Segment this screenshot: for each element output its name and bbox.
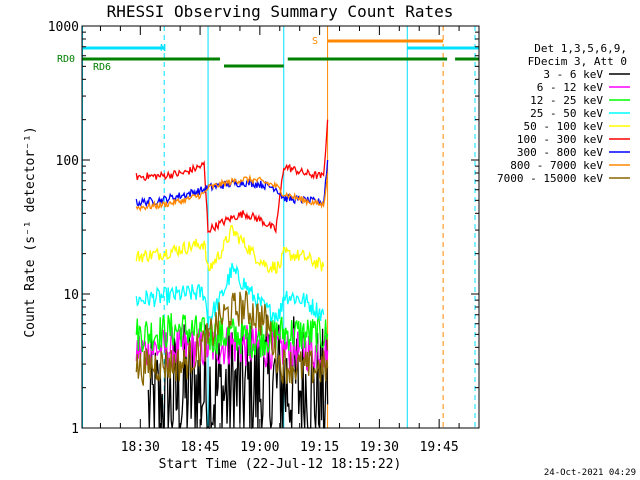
legend: Det 1,3,5,6,9,FDecim 3, Att 03 - 6 keV6 … [497, 42, 630, 185]
y-tick-label-1: 10 [63, 288, 79, 303]
series-line-2 [135, 313, 329, 359]
plot-frame [81, 25, 480, 429]
x-tick-label-4: 19:30 [360, 440, 399, 455]
x-tick-label-0: 18:30 [121, 440, 160, 455]
series-line-8 [135, 290, 329, 386]
status-bar-label-rd6: RD6 [93, 62, 111, 73]
legend-label-5: 100 - 300 keV [517, 133, 603, 146]
status-bar-label-n: N [160, 43, 166, 54]
x-axis-label: Start Time (22-Jul-12 18:15:22) [159, 457, 402, 472]
y-tick-label-3: 1000 [48, 20, 79, 35]
legend-label-2: 12 - 25 keV [530, 94, 603, 107]
legend-label-4: 50 - 100 keV [524, 120, 604, 133]
y-tick-label-2: 100 [56, 154, 79, 169]
x-tick-label-5: 19:45 [420, 440, 459, 455]
series-line-3 [135, 262, 325, 327]
axes: 1 10 100 1000 18:30 18:45 19:00 19:15 19:30 19:45 [48, 20, 480, 455]
x-tick-label-1: 18:45 [181, 440, 220, 455]
chart-title: RHESSI Observing Summary Count Rates [107, 2, 454, 21]
series-line-7 [135, 172, 329, 212]
legend-label-8: 7000 - 15000 keV [497, 172, 603, 185]
legend-label-0: 3 - 6 keV [543, 68, 603, 81]
status-bar-label-s: S [312, 36, 318, 47]
series-line-5 [135, 119, 329, 235]
legend-label-6: 300 - 800 keV [517, 146, 603, 159]
y-tick-label-0: 1 [71, 422, 79, 437]
x-tick-label-2: 19:00 [240, 440, 279, 455]
status-bar-label-rd0: RD0 [57, 54, 75, 65]
footer-timestamp: 24-Oct-2021 04:29 [544, 468, 636, 478]
plot-area: RD0 RD6 N S [57, 26, 479, 430]
y-axis-label: Count Rate (s⁻¹ detector⁻¹) [23, 126, 38, 337]
legend-header-0: Det 1,3,5,6,9, [534, 42, 627, 55]
legend-label-7: 800 - 7000 keV [510, 159, 603, 172]
legend-label-3: 25 - 50 keV [530, 107, 603, 120]
x-tick-label-3: 19:15 [300, 440, 339, 455]
legend-header-1: FDecim 3, Att 0 [528, 55, 627, 68]
legend-label-1: 6 - 12 keV [537, 81, 604, 94]
series-line-4 [135, 224, 325, 274]
